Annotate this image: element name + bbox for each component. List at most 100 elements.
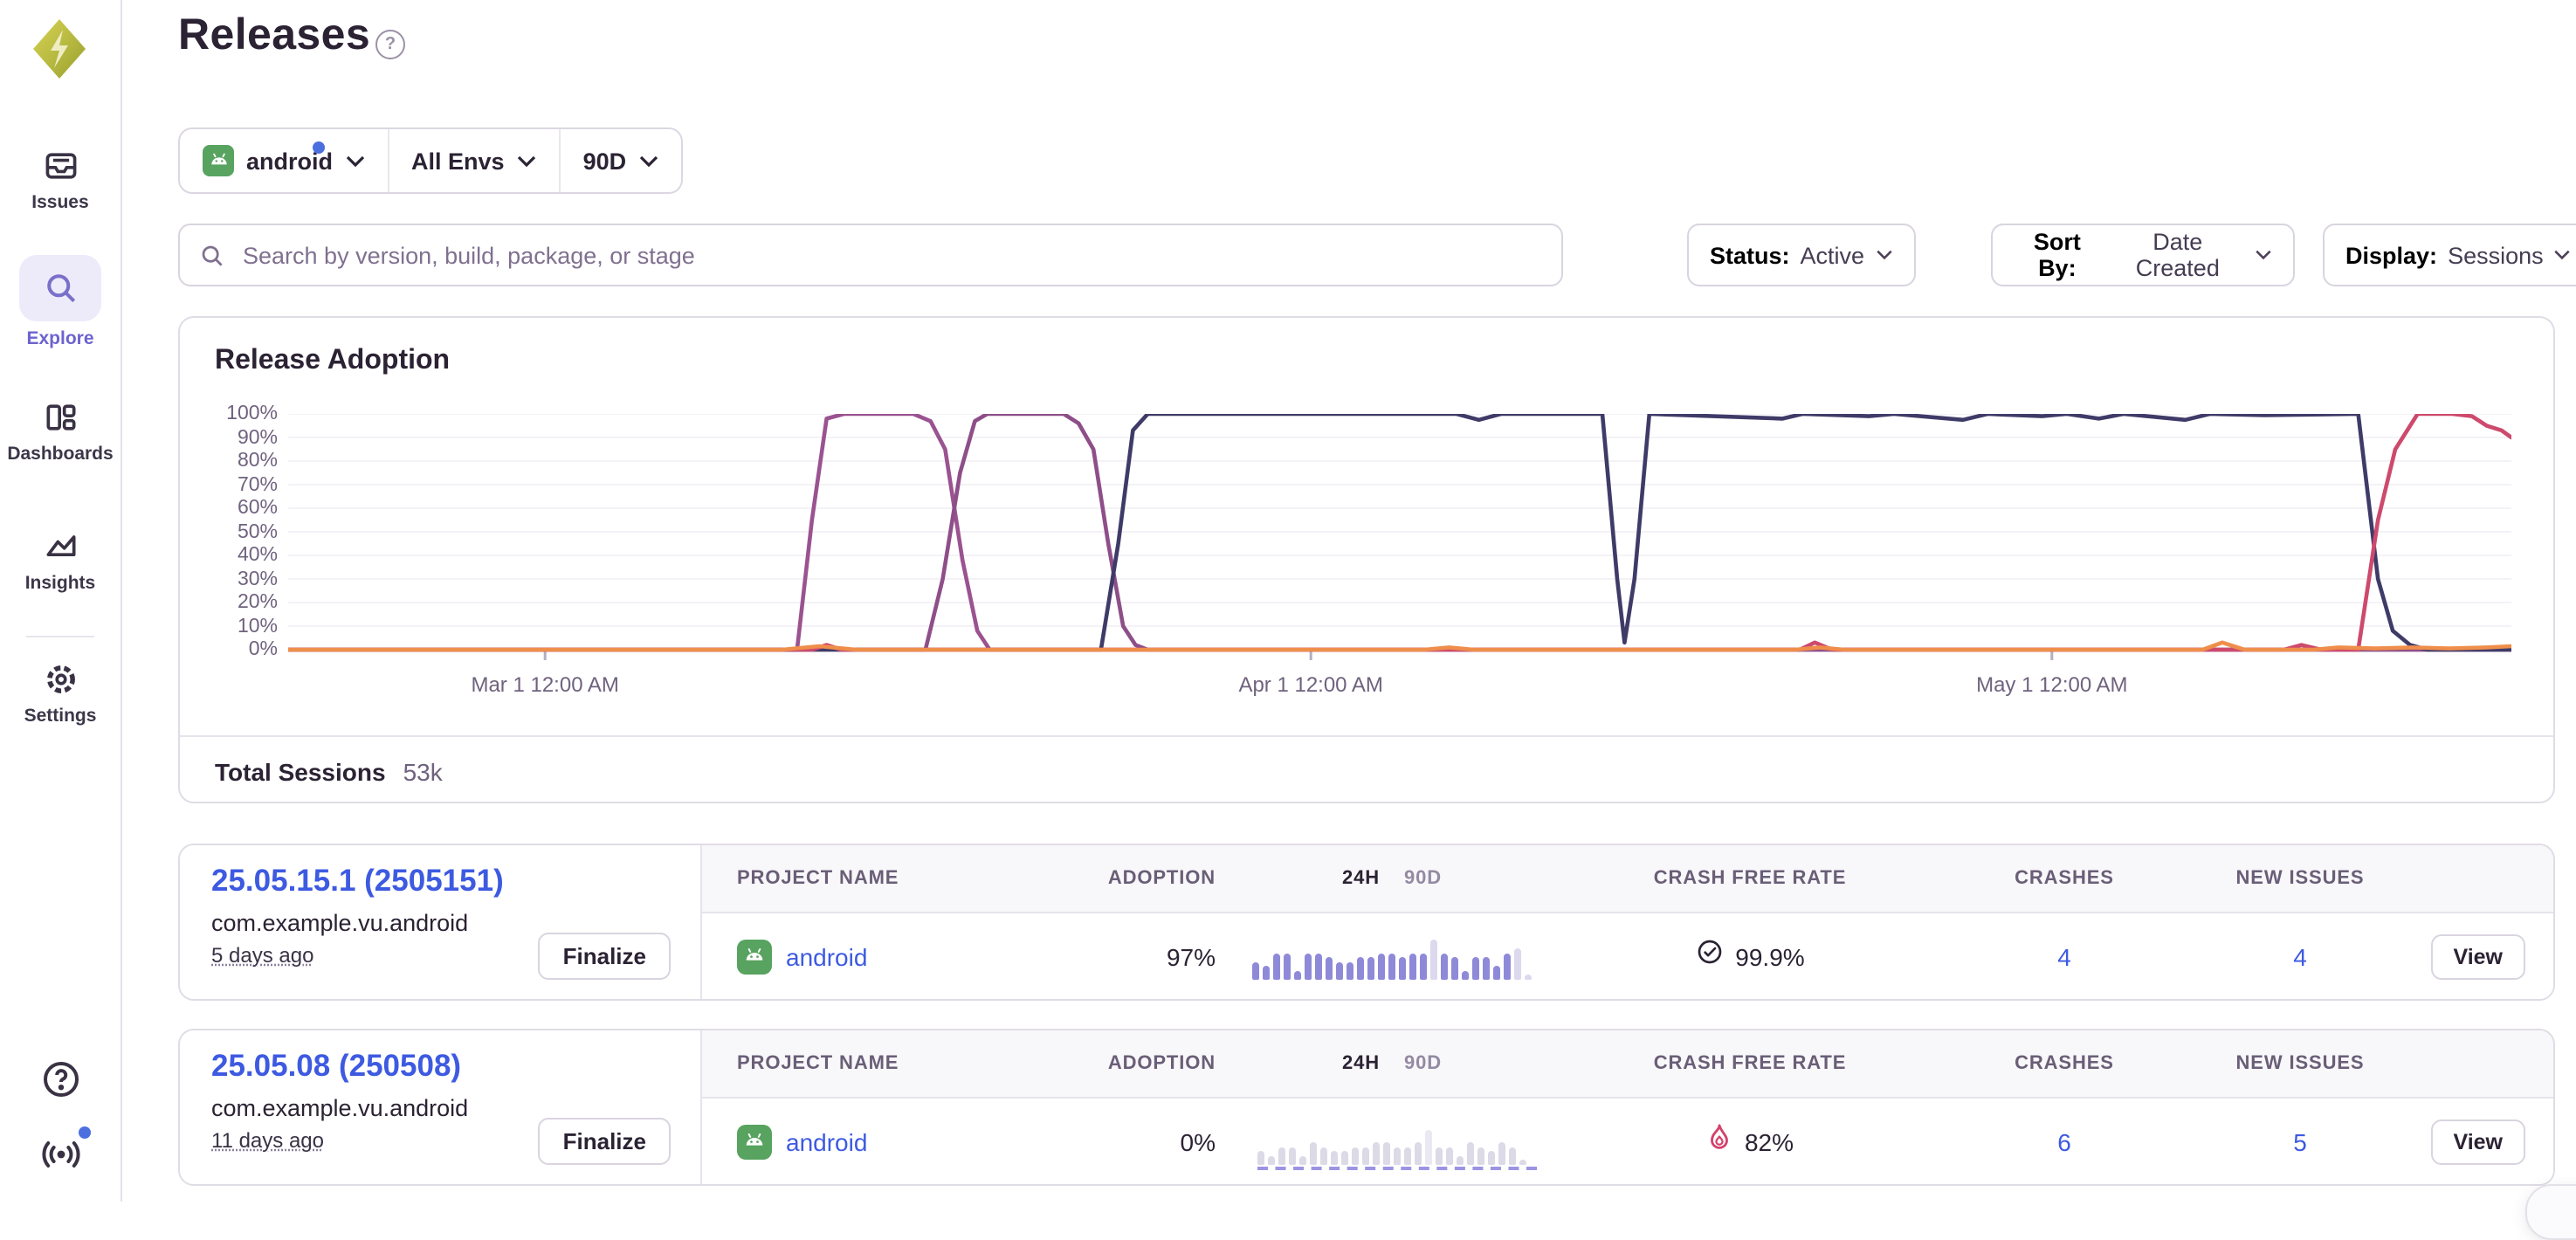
sidebar: Issues Explore Dashboards	[0, 0, 122, 1202]
crashes-link[interactable]: 6	[2057, 1127, 2071, 1155]
header-trend: 24H 90D	[1226, 868, 1558, 889]
x-axis-tick-label: Mar 1 12:00 AM	[471, 672, 619, 697]
release-table-row: android 0% 82%	[702, 1099, 2553, 1184]
header-crash-free-rate: CRASH FREE RATE	[1653, 1053, 1847, 1074]
display-dropdown-label: Display:	[2345, 242, 2438, 268]
main-content: Releases ? android All En	[122, 0, 2576, 1240]
sidebar-help-button[interactable]	[0, 1058, 121, 1109]
gear-icon	[41, 660, 79, 699]
header-crash-free-rate: CRASH FREE RATE	[1653, 868, 1847, 889]
crashes-link[interactable]: 4	[2057, 942, 2071, 970]
sidebar-item-issues[interactable]: Issues	[0, 147, 121, 213]
page-filter-bar: android All Envs 90D	[178, 127, 683, 194]
y-axis-tick-label: 40%	[237, 545, 278, 566]
total-sessions-value: 53k	[403, 757, 443, 785]
release-row: 25.05.08 (250508) com.example.vu.android…	[178, 1029, 2555, 1186]
y-axis-tick-label: 100%	[226, 403, 278, 424]
project-link[interactable]: android	[786, 1127, 868, 1155]
y-axis-tick-label: 30%	[237, 568, 278, 589]
android-icon	[203, 145, 234, 176]
check-circle-icon	[1695, 938, 1723, 975]
adoption-sparkline	[1226, 1119, 1558, 1169]
adoption-chart-svg	[286, 411, 2514, 664]
floating-widget[interactable]	[2525, 1184, 2576, 1240]
y-axis-tick-label: 60%	[237, 498, 278, 519]
environment-filter[interactable]: All Envs	[387, 129, 559, 192]
y-axis-tick-label: 10%	[237, 616, 278, 637]
trend-24h-toggle[interactable]: 24H	[1342, 868, 1380, 889]
display-dropdown[interactable]: Display: Sessions	[2323, 224, 2576, 286]
project-notification-dot	[313, 141, 325, 154]
project-filter[interactable]: android	[180, 129, 387, 192]
chevron-down-icon	[517, 155, 535, 167]
y-axis-tick-label: 20%	[237, 592, 278, 613]
broadcast-icon	[38, 1126, 90, 1182]
release-age: 11 days ago	[211, 1128, 324, 1153]
release-summary: 25.05.08 (250508) com.example.vu.android…	[180, 1030, 702, 1184]
new-issues-link[interactable]: 4	[2293, 942, 2307, 970]
release-table-row: android 97% 99.9% 4	[702, 913, 2553, 999]
release-row: 25.05.15.1 (2505151) com.example.vu.andr…	[178, 844, 2555, 1001]
adoption-sparkline	[1226, 933, 1558, 979]
status-dropdown[interactable]: Status: Active	[1687, 224, 1916, 286]
sort-by-dropdown-value: Date Created	[2135, 229, 2220, 281]
adoption-chart: 100% 90% 80% 70% 60% 50% 40% 30% 20% 10% 0% Mar 1 …	[180, 318, 2553, 802]
releases-help-icon[interactable]: ?	[375, 30, 405, 59]
sentry-logo[interactable]	[26, 16, 93, 82]
crash-free-value: 82%	[1744, 1127, 1794, 1155]
android-project-icon	[737, 1124, 772, 1159]
header-crashes: CRASHES	[2015, 1053, 2114, 1074]
x-axis-tick-label: Apr 1 12:00 AM	[1238, 672, 1383, 697]
header-new-issues: NEW ISSUES	[2235, 1053, 2365, 1074]
finalize-button[interactable]: Finalize	[538, 1118, 671, 1165]
x-axis-tick-label: May 1 12:00 AM	[1976, 672, 2128, 697]
trend-24h-toggle[interactable]: 24H	[1342, 1053, 1380, 1074]
finalize-button[interactable]: Finalize	[538, 933, 671, 980]
release-summary: 25.05.15.1 (2505151) com.example.vu.andr…	[180, 845, 702, 999]
sidebar-item-insights[interactable]: Insights	[0, 527, 121, 594]
sidebar-divider	[26, 636, 94, 637]
trend-90d-toggle[interactable]: 90D	[1404, 1053, 1442, 1074]
view-button[interactable]: View	[2430, 933, 2525, 979]
environment-filter-label: All Envs	[411, 148, 505, 174]
sidebar-item-dashboards[interactable]: Dashboards	[0, 398, 121, 465]
y-axis-tick-label: 0%	[248, 639, 278, 660]
header-new-issues: NEW ISSUES	[2235, 868, 2365, 889]
release-age: 5 days ago	[211, 943, 314, 968]
chevron-down-icon	[1876, 250, 1891, 260]
sidebar-item-label: Settings	[24, 706, 97, 727]
release-table-header: PROJECT NAME ADOPTION 24H 90D CRASH FREE…	[702, 845, 2553, 913]
release-adoption-panel: Release Adoption 100% 90% 80% 70% 60% 50% 40% 3…	[178, 316, 2555, 803]
chevron-down-icon	[345, 155, 364, 167]
y-axis-tick-label: 80%	[237, 451, 278, 472]
chevron-down-icon	[638, 155, 658, 167]
view-button[interactable]: View	[2430, 1119, 2525, 1164]
sidebar-item-settings[interactable]: Settings	[0, 660, 121, 727]
notification-dot	[78, 1126, 90, 1139]
sidebar-item-explore[interactable]: Explore	[0, 255, 121, 349]
total-sessions-label: Total Sessions	[215, 757, 386, 785]
new-issues-link[interactable]: 5	[2293, 1127, 2307, 1155]
search-input[interactable]	[239, 240, 1561, 270]
sidebar-whats-new-button[interactable]	[0, 1126, 121, 1182]
release-package: com.example.vu.android	[211, 1095, 469, 1121]
project-link[interactable]: android	[786, 942, 868, 970]
header-trend: 24H 90D	[1226, 1053, 1558, 1074]
trend-90d-toggle[interactable]: 90D	[1404, 868, 1442, 889]
explore-active-pill	[19, 255, 101, 321]
release-package: com.example.vu.android	[211, 910, 469, 936]
date-range-filter[interactable]: 90D	[558, 129, 681, 192]
release-version-link[interactable]: 25.05.08 (250508)	[211, 1048, 462, 1083]
sidebar-item-label: Insights	[24, 573, 96, 594]
sort-by-dropdown[interactable]: Sort By: Date Created	[1991, 224, 2295, 286]
header-adoption: ADOPTION	[1107, 1053, 1216, 1074]
header-project-name: PROJECT NAME	[737, 1053, 899, 1074]
release-table: PROJECT NAME ADOPTION 24H 90D CRASH FREE…	[702, 1030, 2553, 1184]
total-sessions-row: Total Sessions 53k	[180, 735, 2553, 805]
release-version-link[interactable]: 25.05.15.1 (2505151)	[211, 863, 504, 898]
y-axis-tick-label: 90%	[237, 427, 278, 448]
sentry-logo-glyph	[33, 19, 86, 79]
sidebar-item-label: Explore	[26, 328, 94, 349]
sparkline-baseline	[1257, 1166, 1537, 1169]
